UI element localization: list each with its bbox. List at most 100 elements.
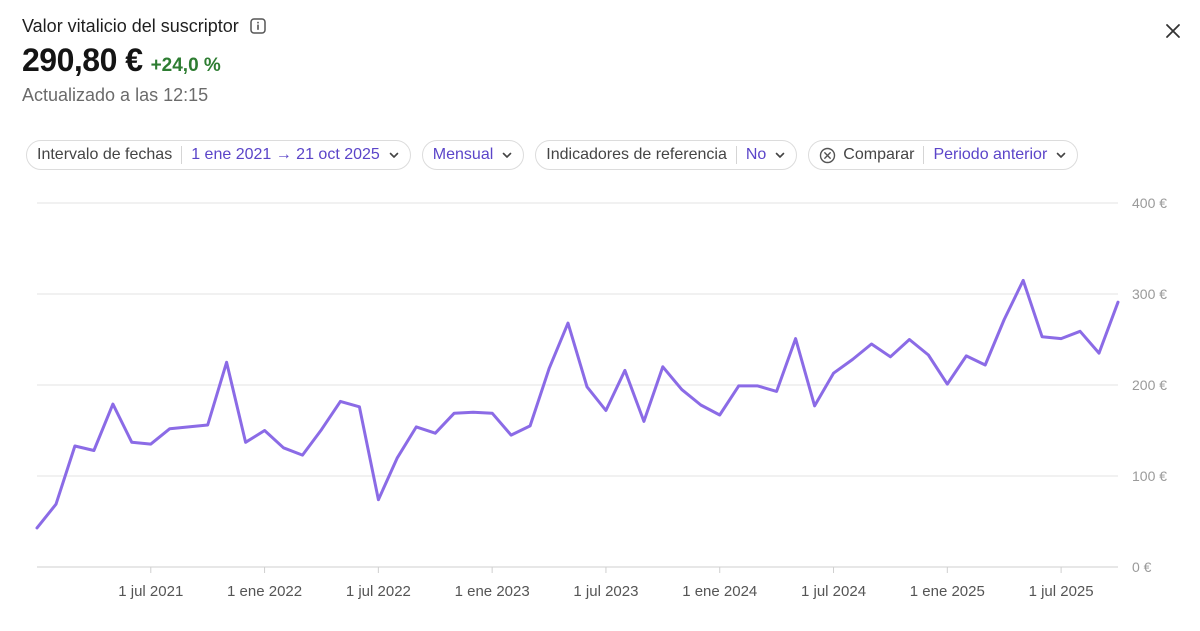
metric-change: +24,0 % xyxy=(150,55,221,76)
data-point[interactable] xyxy=(130,441,134,444)
date-range-label: Intervalo de fechas xyxy=(37,146,173,163)
data-point[interactable] xyxy=(301,453,304,457)
data-point[interactable] xyxy=(244,441,247,444)
data-point[interactable] xyxy=(1021,279,1025,282)
grid-lines xyxy=(37,202,1118,568)
data-point[interactable] xyxy=(528,424,532,428)
data-point[interactable] xyxy=(453,412,456,415)
series-line[interactable] xyxy=(35,278,1120,530)
data-point[interactable] xyxy=(813,404,816,408)
data-point[interactable] xyxy=(509,433,513,437)
chevron-down-icon xyxy=(501,149,513,161)
data-point[interactable] xyxy=(225,361,228,364)
x-tick-label: 1 ene 2023 xyxy=(455,583,530,600)
data-point[interactable] xyxy=(111,402,115,406)
data-point[interactable] xyxy=(1059,337,1063,340)
data-point[interactable] xyxy=(339,400,342,403)
data-point[interactable] xyxy=(168,427,171,430)
data-point[interactable] xyxy=(1097,351,1101,355)
data-point[interactable] xyxy=(585,385,589,389)
data-point[interactable] xyxy=(566,321,570,325)
close-icon xyxy=(1166,24,1180,38)
date-range-filter[interactable]: Intervalo de fechas 1 ene 2021 → 21 oct … xyxy=(26,140,411,170)
data-point[interactable] xyxy=(263,429,266,432)
y-tick-label: 400 € xyxy=(1132,195,1167,211)
benchmarks-label: Indicadores de referencia xyxy=(546,146,727,163)
y-tick-label: 100 € xyxy=(1132,468,1167,484)
close-button[interactable] xyxy=(1160,18,1186,44)
data-point[interactable] xyxy=(794,337,797,340)
data-point[interactable] xyxy=(889,355,892,358)
x-axis-ticks: 1 jul 2021 1 ene 2022 1 jul 2022 1 ene 2023… xyxy=(118,567,1094,600)
metric-title: Valor vitalicio del suscriptor xyxy=(22,15,239,36)
compare-label: Comparar xyxy=(843,146,915,163)
remove-compare-icon[interactable] xyxy=(819,147,836,164)
data-point[interactable] xyxy=(92,449,96,452)
compare-value: Periodo anterior xyxy=(933,146,1048,163)
x-tick-label: 1 jul 2024 xyxy=(801,583,866,600)
chevron-down-icon xyxy=(774,149,786,161)
data-point[interactable] xyxy=(756,384,759,388)
data-point[interactable] xyxy=(642,420,646,423)
data-point[interactable] xyxy=(661,365,665,368)
data-point[interactable] xyxy=(832,371,835,375)
data-point[interactable] xyxy=(206,423,209,427)
data-point[interactable] xyxy=(187,425,190,429)
data-point[interactable] xyxy=(54,503,58,506)
data-point[interactable] xyxy=(737,384,740,388)
data-point[interactable] xyxy=(377,498,380,501)
benchmarks-value: No xyxy=(745,146,767,163)
chevron-down-icon xyxy=(1055,149,1067,161)
data-point[interactable] xyxy=(604,409,608,412)
x-tick-label: 1 ene 2022 xyxy=(227,583,302,600)
data-point[interactable] xyxy=(358,405,361,409)
data-point[interactable] xyxy=(680,388,684,391)
data-point[interactable] xyxy=(623,369,627,372)
data-point[interactable] xyxy=(396,456,399,459)
data-point[interactable] xyxy=(965,354,968,358)
data-point[interactable] xyxy=(320,428,323,431)
data-point[interactable] xyxy=(434,432,437,435)
x-tick-label: 1 jul 2023 xyxy=(573,583,638,600)
metric-value: 290,80 € xyxy=(22,42,143,78)
x-tick-label: 1 ene 2025 xyxy=(910,583,985,600)
y-tick-label: 0 € xyxy=(1132,559,1152,575)
x-tick-label: 1 jul 2025 xyxy=(1029,583,1094,600)
data-point[interactable] xyxy=(908,338,911,341)
filter-bar: Intervalo de fechas 1 ene 2021 → 21 oct … xyxy=(26,140,1079,170)
data-point[interactable] xyxy=(1040,335,1044,338)
data-point[interactable] xyxy=(490,412,494,415)
interval-filter[interactable]: Mensual xyxy=(421,140,525,170)
y-axis-ticks: 400 € 300 € 200 € 100 € 0 € xyxy=(1132,195,1167,575)
y-tick-label: 300 € xyxy=(1132,286,1167,302)
data-point[interactable] xyxy=(73,444,77,448)
x-tick-label: 1 jul 2021 xyxy=(118,583,183,600)
data-point[interactable] xyxy=(946,382,949,386)
data-point[interactable] xyxy=(547,367,551,370)
header: Valor vitalicio del suscriptor 290,80 € … xyxy=(22,12,267,106)
data-point[interactable] xyxy=(775,390,778,393)
data-point[interactable] xyxy=(718,413,721,417)
data-point[interactable] xyxy=(851,358,854,361)
data-point[interactable] xyxy=(1116,300,1120,304)
data-point[interactable] xyxy=(870,342,873,346)
data-point[interactable] xyxy=(984,363,987,367)
data-point[interactable] xyxy=(1078,330,1082,333)
compare-filter[interactable]: Comparar Periodo anterior xyxy=(808,140,1079,170)
data-point[interactable] xyxy=(927,353,930,357)
chevron-down-icon xyxy=(388,149,400,161)
data-point[interactable] xyxy=(415,425,418,429)
data-point[interactable] xyxy=(149,442,152,446)
info-icon[interactable] xyxy=(249,17,267,35)
benchmarks-filter[interactable]: Indicadores de referencia No xyxy=(535,140,798,170)
data-point[interactable] xyxy=(35,526,39,530)
data-point[interactable] xyxy=(1003,318,1006,321)
date-range-value: 1 ene 2021 → 21 oct 2025 xyxy=(191,146,380,163)
data-point[interactable] xyxy=(282,446,285,449)
y-tick-label: 200 € xyxy=(1132,377,1167,393)
updated-timestamp: Actualizado a las 12:15 xyxy=(22,85,209,105)
x-tick-label: 1 jul 2022 xyxy=(346,583,411,600)
data-point[interactable] xyxy=(471,411,475,414)
data-point[interactable] xyxy=(699,403,702,407)
